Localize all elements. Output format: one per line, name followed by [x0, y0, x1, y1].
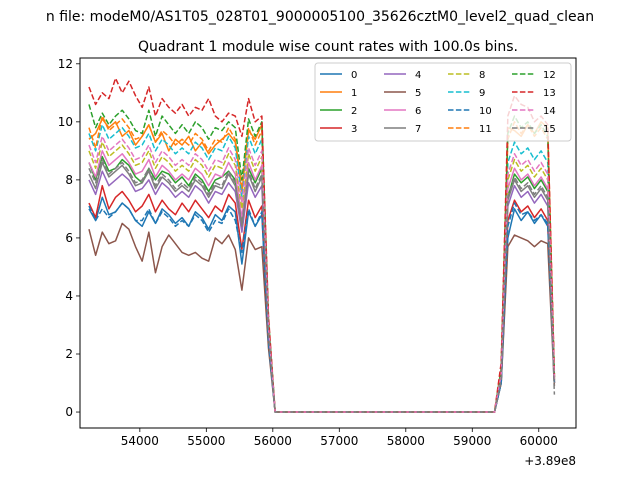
- series-line-3: [88, 184, 556, 413]
- legend-label-10: 10: [479, 106, 492, 117]
- legend-label-13: 13: [543, 88, 556, 99]
- legend-label-15: 15: [543, 124, 556, 135]
- legend-label-14: 14: [543, 106, 556, 117]
- series-line-5: [88, 222, 556, 413]
- legend-label-11: 11: [479, 124, 492, 135]
- legend-label-9: 9: [479, 88, 485, 99]
- series-line-15: [88, 158, 556, 413]
- axes-frame: [79, 57, 577, 429]
- legend-label-3: 3: [351, 124, 357, 135]
- legend-box: [314, 62, 572, 142]
- legend-label-1: 1: [351, 88, 357, 99]
- figure-suptitle: n file: modeM0/AS1T05_028T01_9000005100_…: [46, 9, 594, 25]
- series-line-7: [88, 161, 556, 413]
- series-line-8: [88, 141, 556, 413]
- series-line-10: [88, 202, 556, 413]
- legend-label-12: 12: [543, 70, 556, 81]
- legend-label-8: 8: [479, 70, 485, 81]
- chart-title: Quadrant 1 module wise count rates with …: [138, 39, 518, 55]
- x-tick-label: 54000: [121, 434, 159, 448]
- y-axis: 0 2 4 6 8 10 12: [58, 57, 80, 419]
- series-line-14: [88, 135, 556, 413]
- series-line-4: [88, 170, 556, 413]
- x-tick-label: 57000: [320, 434, 358, 448]
- y-tick-label: 6: [65, 231, 73, 245]
- series-line-6: [88, 150, 556, 413]
- x-tick-label: 59000: [453, 434, 491, 448]
- legend-label-0: 0: [351, 70, 357, 81]
- legend-label-4: 4: [415, 70, 421, 81]
- y-tick-label: 2: [65, 347, 73, 361]
- legend-label-2: 2: [351, 106, 357, 117]
- x-tick-label: 58000: [387, 434, 425, 448]
- legend-label-5: 5: [415, 88, 421, 99]
- legend-label-6: 6: [415, 106, 421, 117]
- y-tick-label: 0: [65, 405, 73, 419]
- series-group: [88, 77, 556, 413]
- x-tick-label: 55000: [187, 434, 225, 448]
- x-tick-label: 56000: [254, 434, 292, 448]
- x-tick-label: 60000: [520, 434, 558, 448]
- x-axis: 54000 55000 56000 57000 58000 59000 60000: [121, 428, 558, 448]
- y-tick-label: 8: [65, 173, 73, 187]
- y-tick-label: 12: [58, 57, 73, 71]
- series-line-9: [88, 124, 556, 413]
- y-tick-label: 10: [58, 115, 73, 129]
- legend-label-7: 7: [415, 124, 421, 135]
- y-tick-label: 4: [65, 289, 73, 303]
- x-offset-label: +3.89e8: [524, 454, 576, 468]
